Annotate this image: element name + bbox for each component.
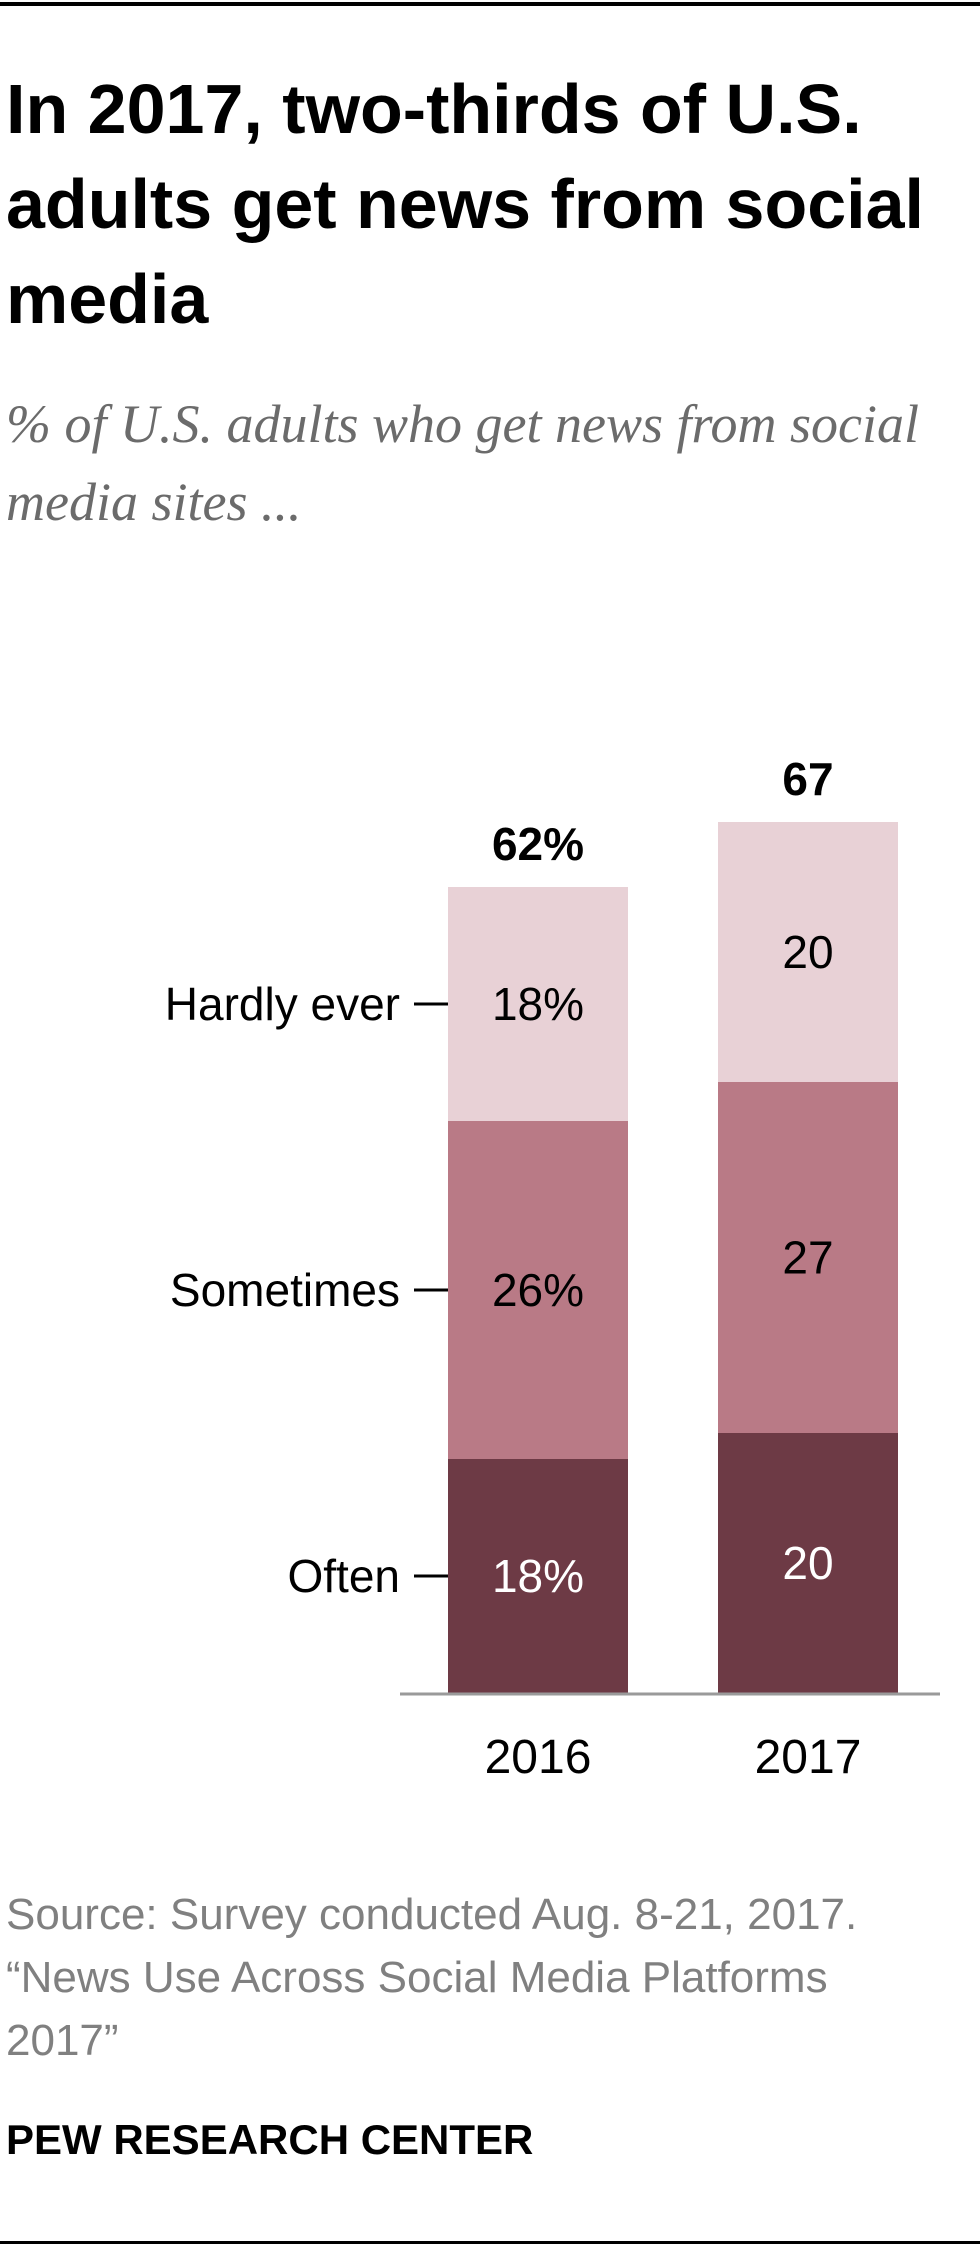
bottom-rule xyxy=(0,2241,980,2244)
x-tick-label-2017: 2017 xyxy=(755,1731,862,1784)
x-tick-label-2016: 2016 xyxy=(485,1731,592,1784)
data-label-often-2016: 18% xyxy=(492,1550,584,1602)
source-line-2: “News Use Across Social Media Platforms xyxy=(6,1953,828,2002)
source-note: Source: Survey conducted Aug. 8-21, 2017… xyxy=(6,1883,966,2072)
bar-segment-often-2017 xyxy=(718,1433,898,1693)
chart-title: In 2017, two-thirds of U.S. adults get n… xyxy=(6,70,924,338)
total-label-2017: 67 xyxy=(782,753,833,805)
source-line-1: Source: Survey conducted Aug. 8-21, 2017… xyxy=(6,1890,858,1939)
data-label-hardly-ever-2016: 18% xyxy=(492,978,584,1030)
brand-logo-text: PEW RESEARCH CENTER xyxy=(6,2116,534,2163)
bar-segment-sometimes-2017 xyxy=(718,1082,898,1433)
bar-segment-sometimes-2016 xyxy=(448,1121,628,1459)
legend-label-sometimes: Sometimes xyxy=(170,1264,400,1316)
data-label-hardly-ever-2017: 20 xyxy=(782,926,833,978)
total-label-2016: 62% xyxy=(492,818,584,870)
top-rule xyxy=(0,2,980,6)
data-label-often-2017: 20 xyxy=(782,1537,833,1589)
bar-segment-hardly-ever-2017 xyxy=(718,822,898,1082)
bar-segment-hardly-ever-2016 xyxy=(448,887,628,1121)
bar-segment-often-2016 xyxy=(448,1459,628,1693)
stacked-bar-chart: 18% 26% 18% 62% 2016 20 27 20 67 2017 Often Sometim… xyxy=(165,753,940,1784)
legend-label-hardly-ever: Hardly ever xyxy=(165,978,400,1030)
data-label-sometimes-2016: 26% xyxy=(492,1264,584,1316)
legend-label-often: Often xyxy=(287,1550,400,1602)
chart-subtitle: % of U.S. adults who get news from socia… xyxy=(6,394,919,532)
source-line-3: 2017” xyxy=(6,2016,119,2065)
data-label-sometimes-2017: 27 xyxy=(782,1232,833,1284)
